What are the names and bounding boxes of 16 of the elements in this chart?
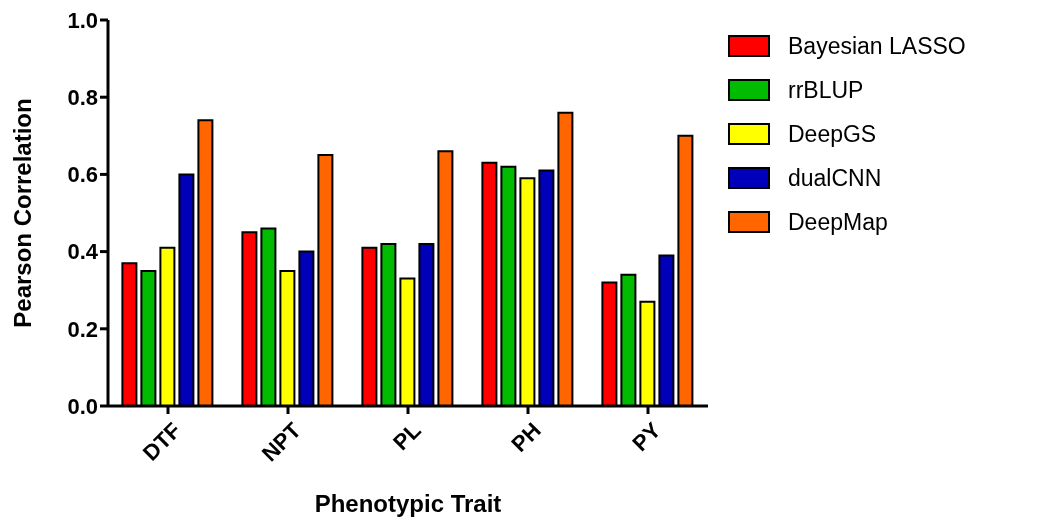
legend-label: rrBLUP: [788, 76, 864, 104]
legend-label: Bayesian LASSO: [788, 32, 966, 60]
y-tick-label: 0.6: [67, 162, 98, 188]
y-tick-label: 0.4: [67, 239, 99, 265]
legend-label: DeepMap: [788, 208, 888, 236]
legend-label: DeepGS: [788, 120, 877, 148]
y-axis-title: Pearson Correlation: [8, 98, 36, 328]
x-tick-label: PH: [506, 417, 546, 457]
y-tick-label: 0.0: [67, 393, 98, 419]
y-tick-label: 0.8: [67, 85, 98, 111]
x-tick-label: PL: [388, 417, 426, 456]
y-tick-label: 0.2: [67, 316, 98, 342]
x-tick-label: PY: [627, 417, 666, 456]
x-axis-title: Phenotypic Trait: [314, 490, 502, 517]
y-tick-label: 1.0: [67, 7, 98, 33]
legend-label: dualCNN: [788, 164, 882, 192]
